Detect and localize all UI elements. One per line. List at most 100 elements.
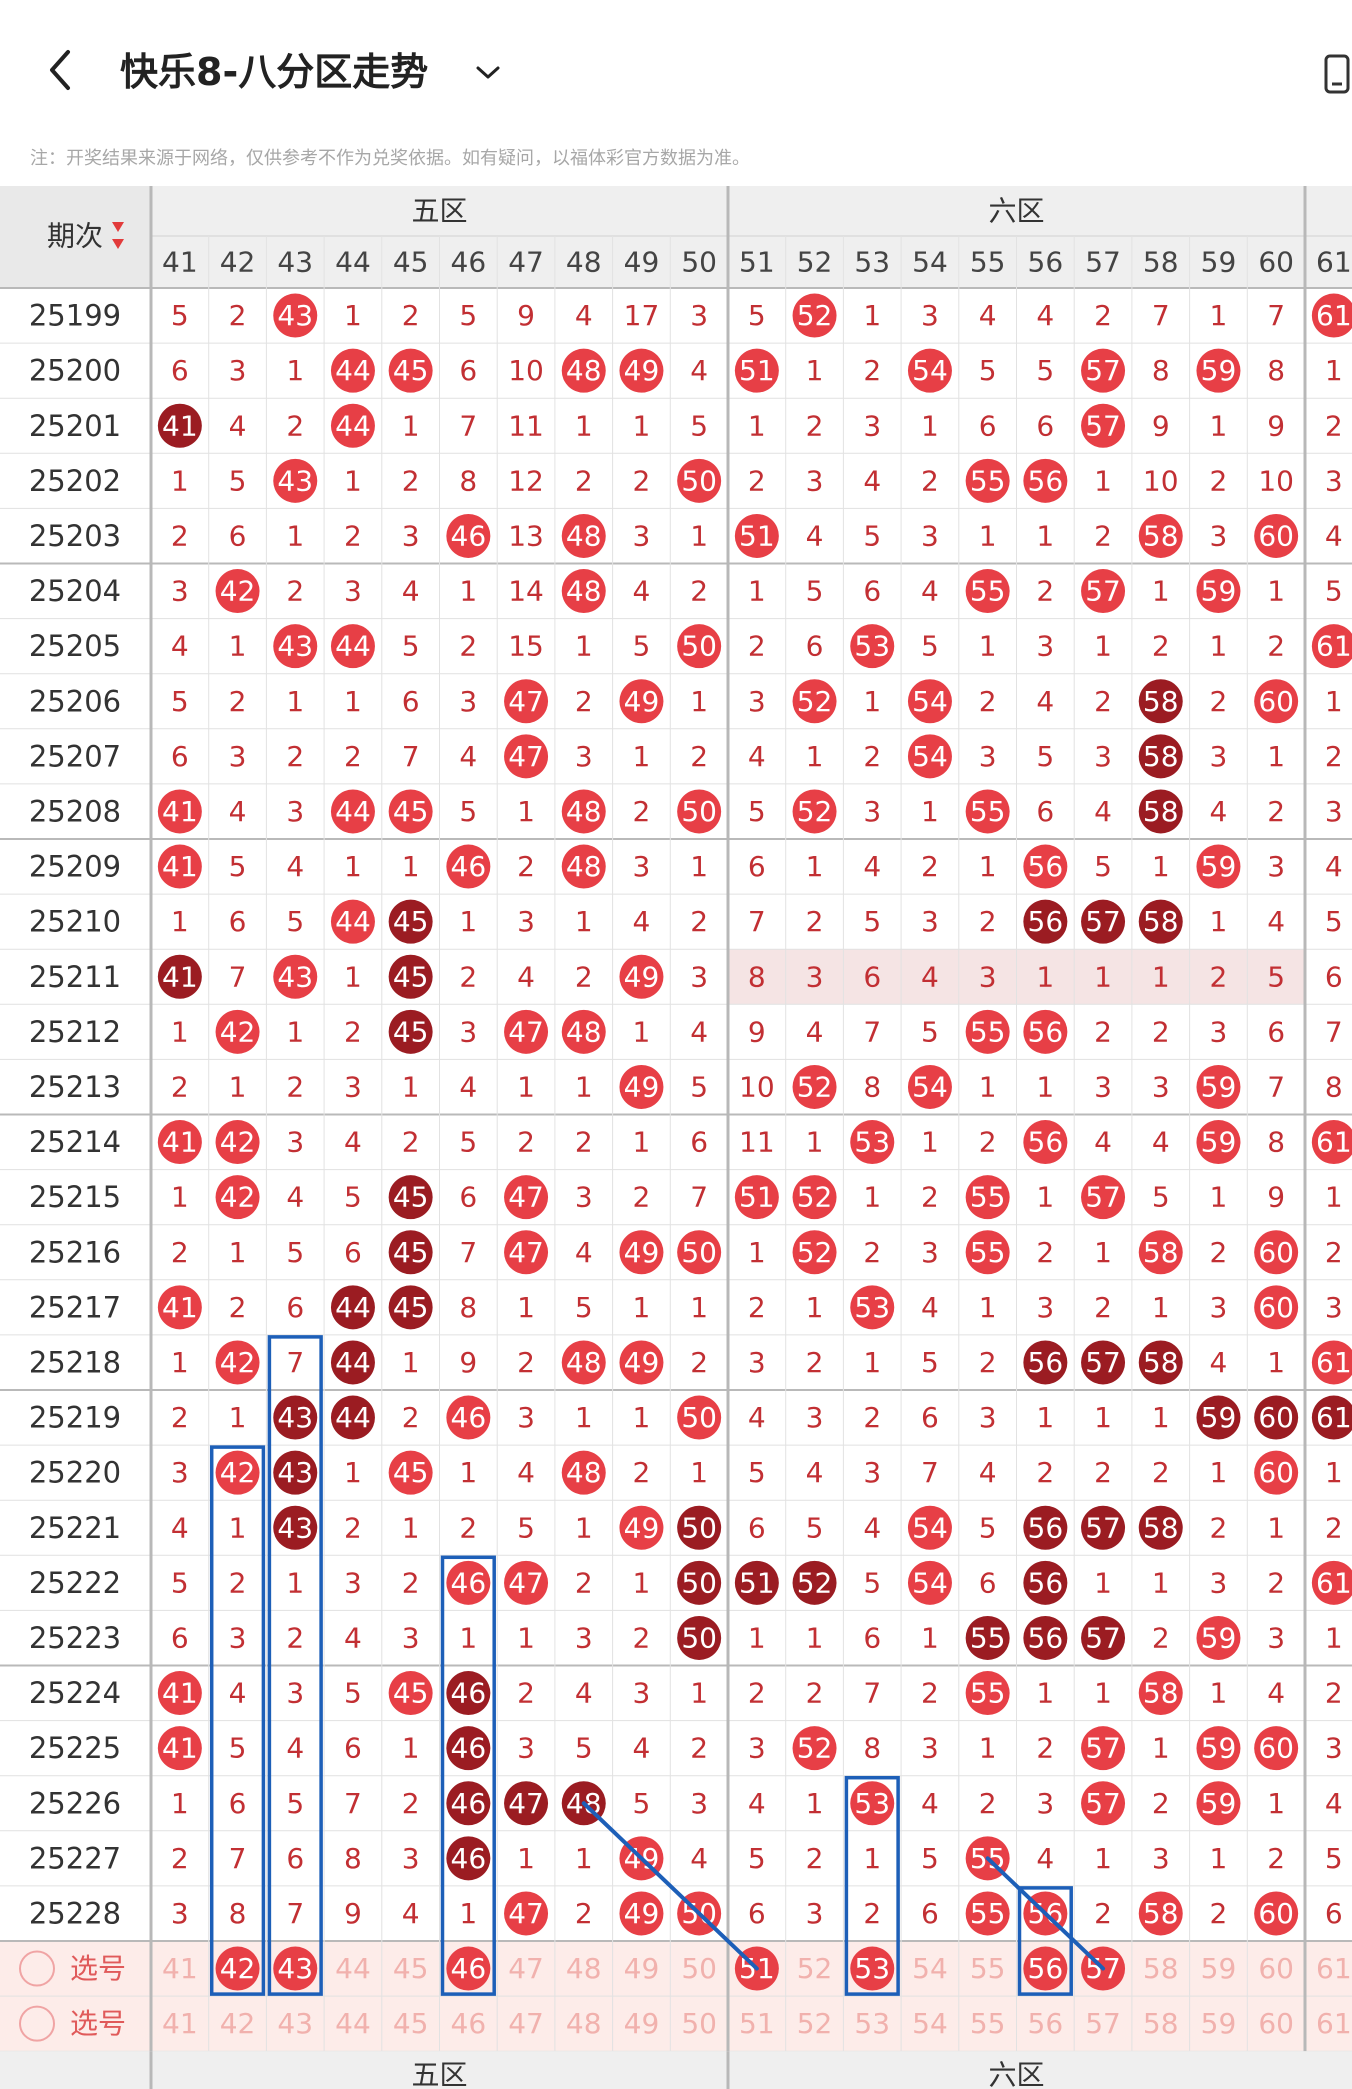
hit-ball[interactable]: [965, 569, 1010, 614]
hit-ball[interactable]: [1023, 458, 1068, 503]
hit-ball[interactable]: [965, 1671, 1010, 1716]
hit-ball[interactable]: [330, 899, 375, 944]
hit-ball[interactable]: [677, 1505, 722, 1550]
hit-ball[interactable]: [561, 348, 606, 393]
hit-ball[interactable]: [1196, 569, 1241, 614]
hit-ball[interactable]: [619, 348, 664, 393]
hit-ball[interactable]: [388, 348, 433, 393]
hit-ball[interactable]: [504, 1781, 549, 1826]
selected-ball[interactable]: [273, 1946, 318, 1991]
hit-ball[interactable]: [561, 513, 606, 558]
hit-ball[interactable]: [1311, 1395, 1352, 1440]
hit-ball[interactable]: [850, 624, 895, 669]
hit-ball[interactable]: [330, 348, 375, 393]
hit-ball[interactable]: [1081, 1175, 1126, 1220]
hit-ball[interactable]: [504, 1230, 549, 1275]
hit-ball[interactable]: [734, 1560, 779, 1605]
hit-ball[interactable]: [446, 513, 491, 558]
hit-ball[interactable]: [1311, 1120, 1352, 1165]
hit-ball[interactable]: [561, 569, 606, 614]
hit-ball[interactable]: [965, 1891, 1010, 1936]
hit-ball[interactable]: [388, 899, 433, 944]
hit-ball[interactable]: [1311, 1340, 1352, 1385]
trend-table[interactable]: 期次 五区 六区 41 42 43 44 45 46 47 48 49 50 51 52 53 54 55 56 57…: [0, 186, 1352, 2089]
hit-ball[interactable]: [446, 1560, 491, 1605]
hit-ball[interactable]: [273, 954, 318, 999]
hit-ball[interactable]: [1138, 1340, 1183, 1385]
hit-ball[interactable]: [388, 954, 433, 999]
hit-ball[interactable]: [215, 1450, 260, 1495]
hit-ball[interactable]: [1254, 1450, 1299, 1495]
hit-ball[interactable]: [619, 1340, 664, 1385]
hit-ball[interactable]: [215, 569, 260, 614]
hit-ball[interactable]: [330, 789, 375, 834]
hit-ball[interactable]: [330, 403, 375, 448]
hit-ball[interactable]: [619, 1230, 664, 1275]
hit-ball[interactable]: [965, 1009, 1010, 1054]
hit-ball[interactable]: [388, 1450, 433, 1495]
hit-ball[interactable]: [1196, 844, 1241, 889]
hit-ball[interactable]: [907, 1560, 952, 1605]
hit-ball[interactable]: [1023, 1505, 1068, 1550]
hit-ball[interactable]: [1023, 1340, 1068, 1385]
hit-ball[interactable]: [907, 734, 952, 779]
sort-down-icon[interactable]: [112, 239, 124, 249]
hit-ball[interactable]: [619, 954, 664, 999]
hit-ball[interactable]: [1196, 348, 1241, 393]
hit-ball[interactable]: [446, 1395, 491, 1440]
hit-ball[interactable]: [792, 1560, 837, 1605]
hit-ball[interactable]: [388, 1230, 433, 1275]
hit-ball[interactable]: [215, 1175, 260, 1220]
hit-ball[interactable]: [1196, 1781, 1241, 1826]
selected-ball[interactable]: [1023, 1946, 1068, 1991]
hit-ball[interactable]: [1254, 1230, 1299, 1275]
hit-ball[interactable]: [1081, 1726, 1126, 1771]
hit-ball[interactable]: [1196, 1726, 1241, 1771]
hit-ball[interactable]: [677, 1615, 722, 1660]
hit-ball[interactable]: [273, 624, 318, 669]
hit-ball[interactable]: [1081, 1615, 1126, 1660]
hit-ball[interactable]: [446, 1726, 491, 1771]
hit-ball[interactable]: [1081, 899, 1126, 944]
hit-ball[interactable]: [1138, 513, 1183, 558]
hit-ball[interactable]: [157, 1671, 202, 1716]
hit-ball[interactable]: [157, 1726, 202, 1771]
hit-ball[interactable]: [388, 789, 433, 834]
hit-ball[interactable]: [1196, 1064, 1241, 1109]
hit-ball[interactable]: [965, 1175, 1010, 1220]
hit-ball[interactable]: [1254, 1395, 1299, 1440]
hit-ball[interactable]: [1023, 1120, 1068, 1165]
hit-ball[interactable]: [907, 1505, 952, 1550]
hit-ball[interactable]: [1081, 1340, 1126, 1385]
hit-ball[interactable]: [792, 679, 837, 724]
hit-ball[interactable]: [157, 403, 202, 448]
hit-ball[interactable]: [215, 1009, 260, 1054]
select-radio[interactable]: [19, 2005, 55, 2042]
hit-ball[interactable]: [619, 679, 664, 724]
hit-ball[interactable]: [504, 1891, 549, 1936]
hit-ball[interactable]: [1081, 348, 1126, 393]
hit-ball[interactable]: [1138, 1505, 1183, 1550]
hit-ball[interactable]: [446, 1671, 491, 1716]
page-title[interactable]: 快乐8-八分区走势: [120, 50, 429, 94]
hit-ball[interactable]: [215, 1340, 260, 1385]
hit-ball[interactable]: [561, 1340, 606, 1385]
hit-ball[interactable]: [1196, 1120, 1241, 1165]
hit-ball[interactable]: [504, 1009, 549, 1054]
hit-ball[interactable]: [792, 1175, 837, 1220]
hit-ball[interactable]: [388, 1671, 433, 1716]
hit-ball[interactable]: [1311, 624, 1352, 669]
hit-ball[interactable]: [273, 458, 318, 503]
hit-ball[interactable]: [273, 1450, 318, 1495]
hit-ball[interactable]: [1023, 899, 1068, 944]
hit-ball[interactable]: [1196, 1615, 1241, 1660]
hit-ball[interactable]: [1254, 1726, 1299, 1771]
hit-ball[interactable]: [388, 1175, 433, 1220]
hit-ball[interactable]: [677, 458, 722, 503]
hit-ball[interactable]: [330, 1285, 375, 1330]
hit-ball[interactable]: [504, 1175, 549, 1220]
hit-ball[interactable]: [1023, 844, 1068, 889]
hit-ball[interactable]: [907, 679, 952, 724]
hit-ball[interactable]: [907, 348, 952, 393]
hit-ball[interactable]: [273, 1505, 318, 1550]
